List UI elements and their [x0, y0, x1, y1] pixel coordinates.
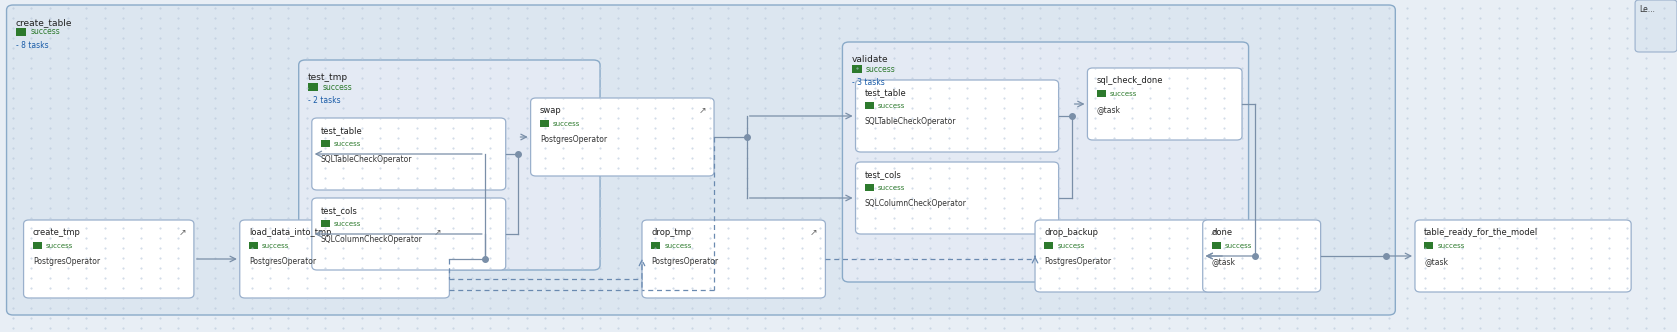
Text: ↗: ↗ [434, 228, 441, 237]
Text: - 3 tasks: - 3 tasks [852, 78, 884, 87]
Text: test_table: test_table [320, 126, 362, 135]
Text: success: success [262, 242, 290, 248]
FancyBboxPatch shape [865, 102, 874, 109]
Text: PostgresOperator: PostgresOperator [651, 257, 718, 266]
Text: ↗: ↗ [699, 106, 706, 115]
Text: done: done [1212, 228, 1233, 237]
Text: PostgresOperator: PostgresOperator [1045, 257, 1112, 266]
Text: sql_check_done: sql_check_done [1097, 76, 1164, 85]
Text: success: success [877, 103, 906, 109]
Text: success: success [322, 82, 352, 92]
Text: load_data_into_tmp: load_data_into_tmp [248, 228, 332, 237]
FancyBboxPatch shape [248, 242, 258, 249]
FancyBboxPatch shape [23, 220, 195, 298]
Text: ↗: ↗ [810, 228, 818, 237]
Text: test_cols: test_cols [320, 206, 357, 215]
FancyBboxPatch shape [1035, 220, 1224, 292]
Text: - 8 tasks: - 8 tasks [15, 41, 49, 50]
Text: success: success [664, 242, 691, 248]
FancyBboxPatch shape [865, 184, 874, 191]
Text: success: success [877, 185, 906, 191]
Text: PostgresOperator: PostgresOperator [540, 135, 607, 144]
Text: SQLTableCheckOperator: SQLTableCheckOperator [865, 117, 956, 126]
FancyBboxPatch shape [7, 5, 1395, 315]
FancyBboxPatch shape [651, 242, 661, 249]
Text: PostgresOperator: PostgresOperator [248, 257, 315, 266]
Text: success: success [334, 220, 362, 226]
FancyBboxPatch shape [1212, 242, 1221, 249]
FancyBboxPatch shape [1097, 90, 1105, 97]
Text: success: success [1224, 242, 1253, 248]
FancyBboxPatch shape [1087, 68, 1243, 140]
Text: success: success [45, 242, 74, 248]
Text: success: success [1057, 242, 1085, 248]
Text: success: success [1437, 242, 1464, 248]
FancyBboxPatch shape [842, 42, 1249, 282]
Text: success: success [30, 28, 60, 37]
Text: SQLColumnCheckOperator: SQLColumnCheckOperator [865, 199, 966, 208]
Text: SQLTableCheckOperator: SQLTableCheckOperator [320, 155, 413, 164]
Text: test_table: test_table [865, 88, 907, 97]
FancyBboxPatch shape [852, 65, 862, 73]
Text: success: success [1110, 91, 1137, 97]
Text: table_ready_for_the_model: table_ready_for_the_model [1424, 228, 1538, 237]
Text: @task: @task [1212, 257, 1236, 266]
FancyBboxPatch shape [312, 198, 506, 270]
FancyBboxPatch shape [1635, 0, 1677, 52]
Text: Le...: Le... [1638, 5, 1655, 14]
FancyBboxPatch shape [34, 242, 42, 249]
FancyBboxPatch shape [299, 60, 600, 270]
FancyBboxPatch shape [309, 83, 319, 91]
Text: PostgresOperator: PostgresOperator [34, 257, 101, 266]
FancyBboxPatch shape [642, 220, 825, 298]
Text: - 2 tasks: - 2 tasks [309, 96, 340, 105]
Text: success: success [553, 121, 580, 126]
Text: drop_tmp: drop_tmp [651, 228, 691, 237]
FancyBboxPatch shape [855, 80, 1058, 152]
Text: ↗: ↗ [1209, 228, 1218, 237]
FancyBboxPatch shape [320, 140, 330, 147]
Text: create_table: create_table [15, 18, 72, 27]
FancyBboxPatch shape [855, 162, 1058, 234]
FancyBboxPatch shape [540, 120, 548, 127]
Text: validate: validate [852, 55, 889, 64]
FancyBboxPatch shape [1202, 220, 1321, 292]
Text: test_tmp: test_tmp [309, 73, 349, 82]
Text: test_cols: test_cols [865, 170, 902, 179]
FancyBboxPatch shape [530, 98, 714, 176]
Text: @task: @task [1097, 105, 1120, 114]
FancyBboxPatch shape [320, 220, 330, 227]
FancyBboxPatch shape [240, 220, 449, 298]
Text: create_tmp: create_tmp [34, 228, 80, 237]
FancyBboxPatch shape [1415, 220, 1632, 292]
FancyBboxPatch shape [15, 28, 27, 36]
Text: drop_backup: drop_backup [1045, 228, 1098, 237]
FancyBboxPatch shape [1424, 242, 1434, 249]
Text: success: success [334, 140, 362, 146]
FancyBboxPatch shape [1045, 242, 1053, 249]
FancyBboxPatch shape [312, 118, 506, 190]
Text: @task: @task [1424, 257, 1449, 266]
Text: swap: swap [540, 106, 562, 115]
Text: SQLColumnCheckOperator: SQLColumnCheckOperator [320, 235, 423, 244]
Text: ↗: ↗ [178, 228, 186, 237]
Text: success: success [865, 64, 896, 73]
